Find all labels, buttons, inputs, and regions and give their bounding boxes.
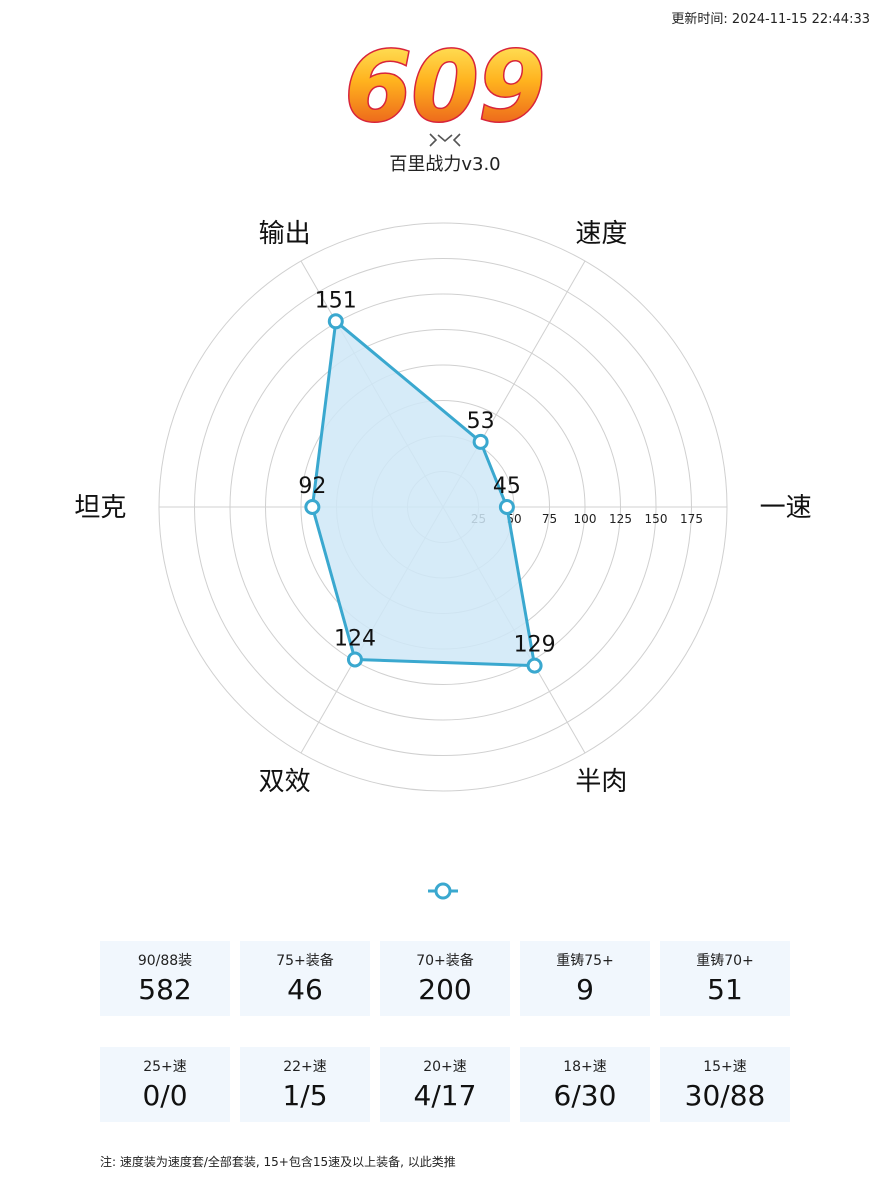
stat-value: 1/5 [282, 1079, 328, 1112]
radar-value-label: 151 [315, 288, 357, 313]
stat-tile: 重铸75+ 9 [520, 941, 650, 1016]
stat-label: 18+速 [563, 1059, 607, 1075]
update-time-label: 更新时间: [671, 12, 728, 27]
radar-points [304, 313, 543, 674]
radar-point [498, 499, 515, 515]
radar-value-label: 124 [334, 626, 376, 651]
radar-value-label: 129 [514, 633, 556, 658]
stat-value: 30/88 [684, 1079, 766, 1112]
radar-tick-label: 150 [645, 512, 668, 526]
stat-tile: 25+速 0/0 [100, 1047, 230, 1122]
stat-value: 51 [707, 973, 743, 1006]
stat-tile: 重铸70+ 51 [660, 941, 790, 1016]
stat-tile: 22+速 1/5 [240, 1047, 370, 1122]
stat-tile: 70+装备 200 [380, 941, 510, 1016]
radar-axis-label: 速度 [575, 219, 627, 249]
score-subtitle: 百里战力v3.0 [389, 154, 501, 175]
radar-point [304, 499, 321, 515]
score-banner: 609 [0, 22, 890, 147]
stat-label: 重铸70+ [696, 953, 754, 969]
radar-value-label: 92 [298, 474, 326, 499]
radar-axis-label: 双效 [259, 767, 311, 797]
update-time-value: 2024-11-15 22:44:33 [731, 12, 870, 27]
radar-point [526, 657, 543, 674]
stat-value: 46 [287, 973, 323, 1006]
radar-tick-label: 100 [574, 512, 597, 526]
radar-point [327, 313, 344, 330]
radar-tick-label: 125 [609, 512, 632, 526]
radar-point [472, 433, 489, 450]
stat-label: 20+速 [423, 1059, 467, 1075]
stat-value: 200 [418, 973, 472, 1006]
stat-value: 6/30 [553, 1079, 617, 1112]
radar-point [346, 651, 363, 668]
legend-marker-icon [428, 882, 458, 900]
stat-value: 9 [576, 973, 594, 1006]
score-graphic: 609 [250, 30, 640, 147]
stat-value: 0/0 [142, 1079, 188, 1112]
radar-value-label: 45 [493, 474, 521, 499]
stat-tile: 15+速 30/88 [660, 1047, 790, 1122]
stat-label: 70+装备 [416, 953, 474, 969]
radar-axis-label: 坦克 [74, 493, 126, 523]
stat-label: 15+速 [703, 1059, 747, 1075]
stat-tile: 18+速 6/30 [520, 1047, 650, 1122]
radar-tick-label: 175 [680, 512, 703, 526]
radar-axis-label: 半肉 [575, 767, 627, 797]
radar-axis-label: 一速 [760, 493, 812, 523]
radar-value-labels: 45 53 151 92 124 129 [298, 288, 555, 657]
stat-label: 25+速 [143, 1059, 187, 1075]
stat-label: 22+速 [283, 1059, 327, 1075]
radar-tick-label: 75 [542, 512, 557, 526]
stat-tile: 75+装备 46 [240, 941, 370, 1016]
stat-value: 582 [138, 973, 192, 1006]
radar-axis-label: 输出 [259, 219, 311, 249]
score-value: 609 [345, 31, 545, 143]
stat-tile: 90/88装 582 [100, 941, 230, 1016]
stat-label: 75+装备 [276, 953, 334, 969]
stat-label: 重铸75+ [556, 953, 614, 969]
update-time: 更新时间: 2024-11-15 22:44:33 [671, 8, 870, 27]
stat-tile: 20+速 4/17 [380, 1047, 510, 1122]
stat-value: 4/17 [413, 1079, 477, 1112]
radar-value-label: 53 [467, 409, 495, 434]
stat-label: 90/88装 [137, 953, 193, 969]
footnote: 注: 速度装为速度套/全部套装, 15+包含15速及以上装备, 以此类推 [100, 1155, 456, 1169]
divider-ornament-icon [429, 133, 461, 147]
